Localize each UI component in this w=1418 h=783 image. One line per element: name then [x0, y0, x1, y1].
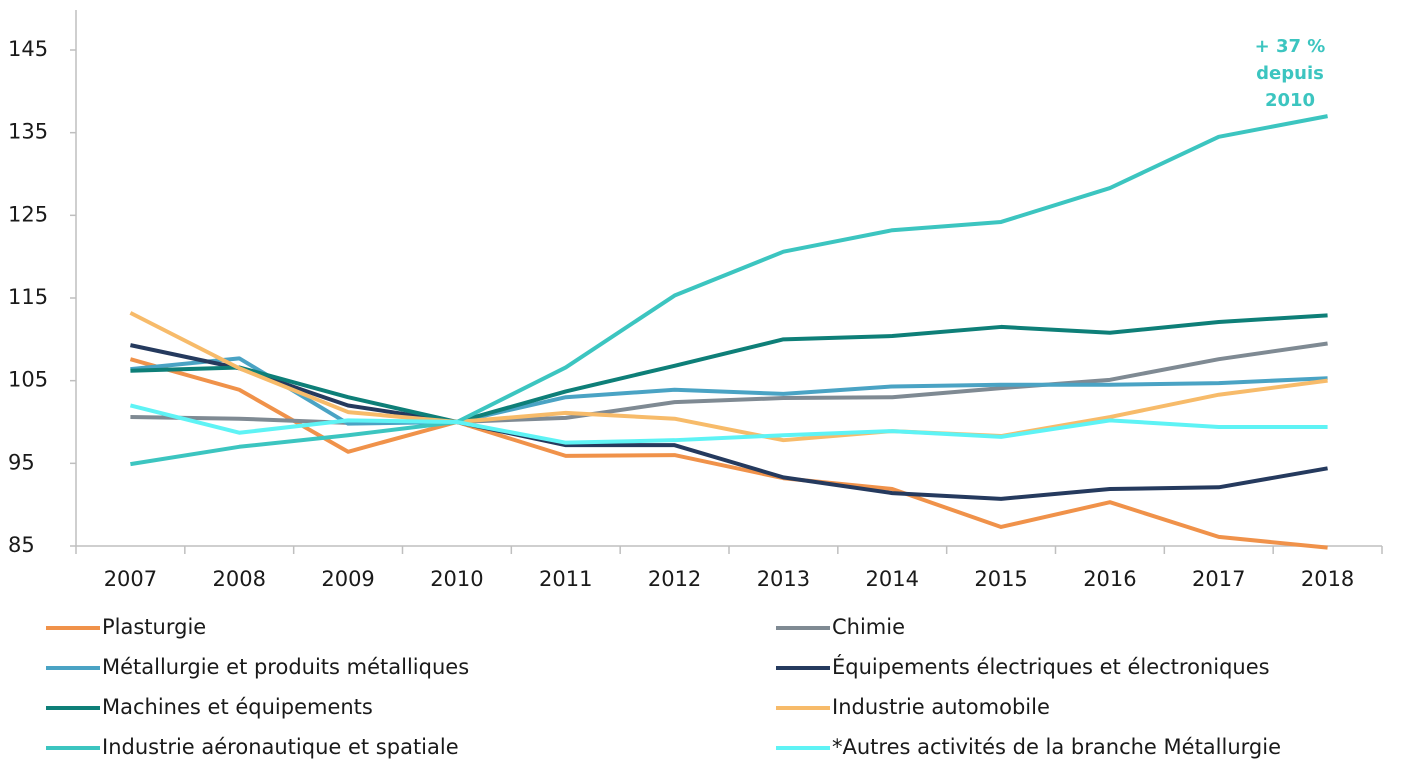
- series-line: [129, 357, 1328, 550]
- y-tick-label: 85: [8, 533, 35, 557]
- y-tick-label: 105: [8, 368, 48, 392]
- y-tick-label: 95: [8, 450, 35, 474]
- legend-label: Équipements électriques et électroniques: [832, 654, 1270, 679]
- x-tick-label: 2008: [213, 567, 266, 591]
- annotation: depuis: [1256, 63, 1324, 84]
- annotation: + 37 %: [1255, 36, 1326, 57]
- x-tick-label: 2018: [1301, 567, 1354, 591]
- series-line: [130, 313, 1328, 424]
- x-tick-label: 2009: [321, 567, 374, 591]
- x-tick-label: 2011: [539, 567, 592, 591]
- legend-label: Plasturgie: [102, 615, 206, 639]
- y-tick-label: 125: [8, 202, 48, 226]
- x-tick-label: 2007: [104, 567, 157, 591]
- legend-label: Machines et équipements: [102, 695, 373, 719]
- x-tick-label: 2015: [974, 567, 1027, 591]
- legend-label: Chimie: [832, 615, 905, 639]
- x-tick-label: 2014: [866, 567, 919, 591]
- legend-label: Industrie automobile: [832, 695, 1050, 719]
- series-line: [130, 343, 1328, 501]
- y-tick-label: 135: [8, 120, 48, 144]
- legend-label: Industrie aéronautique et spatiale: [102, 735, 459, 759]
- x-tick-label: 2012: [648, 567, 701, 591]
- series-line: [129, 403, 1328, 445]
- annotation: 2010: [1265, 90, 1315, 111]
- y-tick-label: 145: [8, 37, 48, 61]
- y-tick-label: 115: [8, 285, 48, 309]
- x-tick-label: 2017: [1192, 567, 1245, 591]
- legend-label: Métallurgie et produits métalliques: [102, 655, 469, 679]
- legend-label: *Autres activités de la branche Métallur…: [832, 735, 1281, 759]
- series-line: [130, 114, 1328, 467]
- x-tick-label: 2016: [1083, 567, 1136, 591]
- x-tick-label: 2010: [430, 567, 483, 591]
- series-line: [129, 311, 1328, 443]
- series-line: [130, 356, 1328, 426]
- x-tick-label: 2013: [757, 567, 810, 591]
